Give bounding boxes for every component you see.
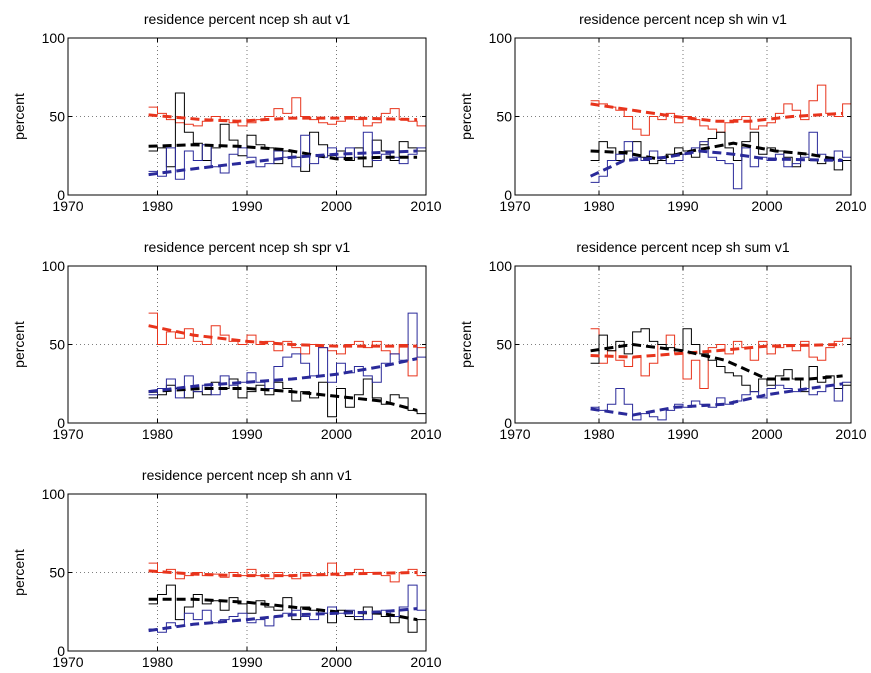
x-tick-label: 1990 [667,426,698,442]
x-tick-label: 1990 [667,198,698,214]
x-tick-label: 1990 [231,654,262,670]
x-tick-label: 1990 [231,426,262,442]
y-tick-label: 50 [49,337,65,353]
series-step-line-2 [590,131,851,171]
x-tick-label: 1980 [583,198,614,214]
x-tick-label: 1970 [499,198,530,214]
y-tick-label: 0 [57,187,65,203]
series-step-line-3 [590,131,851,190]
y-tick-label: 100 [42,486,66,502]
x-tick-label: 1970 [52,654,83,670]
chart-panel-3: 1970 1980 1990 2000 2010 0 50 100 residence perc… [11,239,442,442]
chart-panel-5: 1970 1980 1990 2000 2010 0 50 100 residence perc… [11,467,442,670]
series-step-line-3 [148,131,426,180]
y-tick-label: 50 [49,565,65,581]
chart-panel-2: 1970 1980 1990 2000 2010 0 50 100 residence perc… [458,11,867,214]
series-step-line-1 [148,312,426,377]
chart-title: residence percent ncep sh spr v1 [144,239,350,255]
x-tick-label: 1980 [142,426,173,442]
series-trend-line-6 [589,149,843,178]
series-step-line-3 [590,381,851,421]
x-tick-label: 2010 [410,426,441,442]
x-tick-label: 2000 [321,654,352,670]
y-axis-label: percent [458,93,474,140]
y-tick-label: 100 [42,258,66,274]
x-tick-label: 1970 [52,426,83,442]
x-tick-label: 2010 [410,654,441,670]
x-tick-label: 2010 [410,198,441,214]
series-step-line-3 [148,312,426,399]
plot-area [68,38,426,195]
x-tick-label: 1980 [142,654,173,670]
chart-title: residence percent ncep sh ann v1 [142,467,352,483]
y-tick-label: 100 [42,30,66,46]
x-tick-label: 1980 [142,198,173,214]
y-tick-label: 0 [57,415,65,431]
series-trend-line-6 [148,357,418,394]
x-tick-label: 2010 [835,426,866,442]
x-tick-label: 1970 [499,426,530,442]
series-trend-line-5 [590,342,843,381]
y-axis-label: percent [11,549,27,596]
y-axis-label: percent [11,93,27,140]
x-tick-label: 2000 [751,426,782,442]
chart-title: residence percent ncep sh win v1 [579,11,787,27]
y-tick-label: 0 [57,643,65,659]
y-tick-label: 0 [504,415,512,431]
x-tick-label: 1990 [231,198,262,214]
series-step-line-2 [590,328,851,393]
x-tick-label: 2000 [321,198,352,214]
y-tick-label: 50 [496,109,512,125]
chart-title: residence percent ncep sh aut v1 [144,11,350,27]
x-tick-label: 1970 [52,198,83,214]
series-trend-line-6 [148,607,418,633]
x-tick-label: 2000 [321,426,352,442]
x-tick-label: 2000 [751,198,782,214]
y-tick-label: 50 [496,337,512,353]
chart-panel-1: 1970 1980 1990 2000 2010 0 50 100 residence perc… [11,11,442,214]
series-step-line-1 [148,97,426,127]
series-trend-line-5 [590,141,843,162]
series-trend-line-4 [148,324,418,348]
chart-panel-4: 1970 1980 1990 2000 2010 0 50 100 residence perc… [458,239,867,442]
y-axis-label: percent [11,321,27,368]
y-tick-label: 0 [504,187,512,203]
series-trend-line-5 [148,387,418,412]
series-step-line-2 [148,92,426,172]
x-tick-label: 2010 [835,198,866,214]
y-tick-label: 50 [49,109,65,125]
series-trend-line-6 [148,149,418,177]
series-trend-line-4 [590,102,843,123]
series-trend-line-5 [148,597,418,622]
series-trend-line-4 [148,113,418,123]
y-axis-label: percent [458,321,474,368]
y-tick-label: 100 [489,30,513,46]
series-trend-line-5 [148,143,418,161]
x-tick-label: 1980 [583,426,614,442]
y-tick-label: 100 [489,258,513,274]
series-trend-line-4 [148,569,418,578]
chart-title: residence percent ncep sh sum v1 [576,239,789,255]
series-trend-line-6 [590,382,843,417]
